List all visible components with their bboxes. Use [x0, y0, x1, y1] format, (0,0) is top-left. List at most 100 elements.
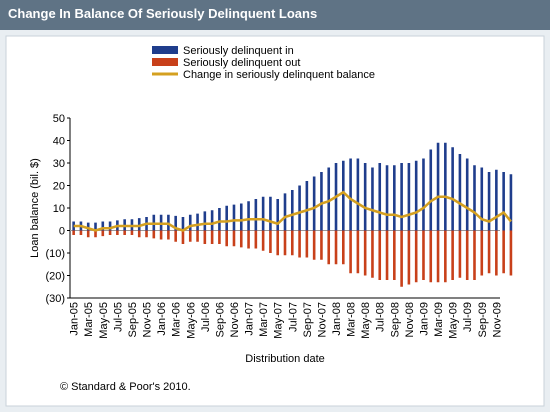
bar — [86, 230, 90, 238]
bar — [378, 163, 382, 231]
bar — [473, 165, 476, 231]
bar — [181, 217, 185, 231]
x-axis-label: Distribution date — [245, 353, 325, 365]
x-tick-label: Sep-07 — [302, 302, 314, 337]
bar — [94, 230, 97, 238]
bar — [188, 214, 192, 231]
bar — [269, 196, 272, 231]
footer-source: © Standard & Poor's 2010. — [60, 381, 191, 393]
x-tick-label: Jul-07 — [287, 302, 299, 332]
bar — [203, 211, 207, 231]
bar — [465, 158, 469, 231]
bar — [196, 213, 199, 231]
x-tick-label: May-06 — [185, 302, 197, 339]
bar — [101, 221, 105, 231]
bar — [312, 230, 316, 260]
bar — [239, 203, 243, 231]
bar — [108, 221, 112, 231]
bar — [444, 230, 447, 283]
bar — [451, 147, 454, 231]
bar — [261, 196, 265, 231]
bar — [436, 142, 440, 231]
bar — [225, 230, 228, 247]
y-tick-label: 40 — [53, 136, 65, 148]
y-tick-label: 30 — [53, 158, 65, 170]
bar — [283, 230, 287, 256]
bar — [371, 230, 374, 278]
x-tick-label: Sep-09 — [477, 302, 489, 337]
y-tick-label: 20 — [53, 181, 65, 193]
y-tick-label: 10 — [53, 203, 65, 215]
bar — [145, 230, 148, 238]
bar — [210, 230, 214, 244]
y-tick-label: (30) — [45, 293, 65, 305]
x-tick-label: Sep-06 — [214, 302, 226, 337]
bar — [342, 230, 345, 265]
bar — [116, 230, 119, 235]
y-tick-label: (20) — [45, 271, 65, 283]
bar — [458, 154, 462, 231]
bar — [356, 158, 360, 231]
x-tick-label: Jul-08 — [375, 302, 387, 332]
x-tick-label: Nov-05 — [142, 302, 154, 337]
legend-label: Change in seriously delinquent balance — [183, 69, 375, 81]
x-tick-label: Nov-08 — [404, 302, 416, 337]
bar — [94, 222, 97, 231]
bar — [422, 230, 425, 280]
bar — [101, 230, 105, 237]
x-tick-label: May-08 — [360, 302, 372, 339]
x-tick-label: Jan-07 — [244, 302, 256, 336]
bar — [210, 210, 214, 231]
bar — [203, 230, 207, 244]
bar — [385, 230, 389, 280]
y-tick-label: (10) — [45, 248, 65, 260]
bar — [305, 230, 309, 258]
x-tick-label: May-05 — [98, 302, 110, 339]
bar — [480, 230, 484, 276]
bar — [137, 230, 141, 238]
x-tick-label: Mar-05 — [83, 302, 95, 337]
bar — [393, 165, 396, 231]
bar — [363, 230, 367, 276]
bar — [269, 230, 272, 253]
bar — [218, 230, 221, 244]
bar — [225, 205, 228, 231]
y-tick-label: 50 — [53, 113, 65, 125]
bar — [137, 218, 141, 231]
bar — [327, 230, 331, 265]
x-tick-label: Sep-08 — [389, 302, 401, 337]
bar — [429, 149, 433, 231]
bar — [298, 230, 301, 258]
bar — [290, 190, 294, 231]
x-tick-label: Mar-07 — [258, 302, 270, 337]
bar — [298, 185, 301, 231]
bar — [254, 230, 258, 249]
bar — [305, 181, 309, 231]
bar — [509, 174, 513, 231]
bar — [334, 230, 338, 265]
bar — [502, 230, 505, 274]
bar — [363, 163, 367, 231]
bar — [261, 230, 265, 251]
bar — [327, 167, 331, 231]
bar — [451, 230, 454, 280]
bar — [385, 165, 389, 231]
x-tick-label: Jul-06 — [200, 302, 212, 332]
legend-label: Seriously delinquent out — [183, 57, 300, 69]
x-tick-label: Nov-09 — [491, 302, 503, 337]
chart: © Standard & Poor's 2010. Seriously deli… — [5, 35, 545, 407]
bar — [283, 193, 287, 231]
bar — [509, 230, 513, 276]
x-tick-label: Nov-07 — [316, 302, 328, 337]
bar — [239, 230, 243, 248]
bar — [414, 160, 418, 231]
bar — [247, 230, 250, 249]
legend-label: Seriously delinquent in — [183, 45, 294, 57]
bar — [480, 167, 484, 231]
bar — [371, 167, 374, 231]
bar — [72, 230, 75, 235]
bar — [465, 230, 469, 280]
x-tick-label: Jul-05 — [112, 302, 124, 332]
bar — [196, 230, 199, 242]
bar — [181, 230, 185, 244]
